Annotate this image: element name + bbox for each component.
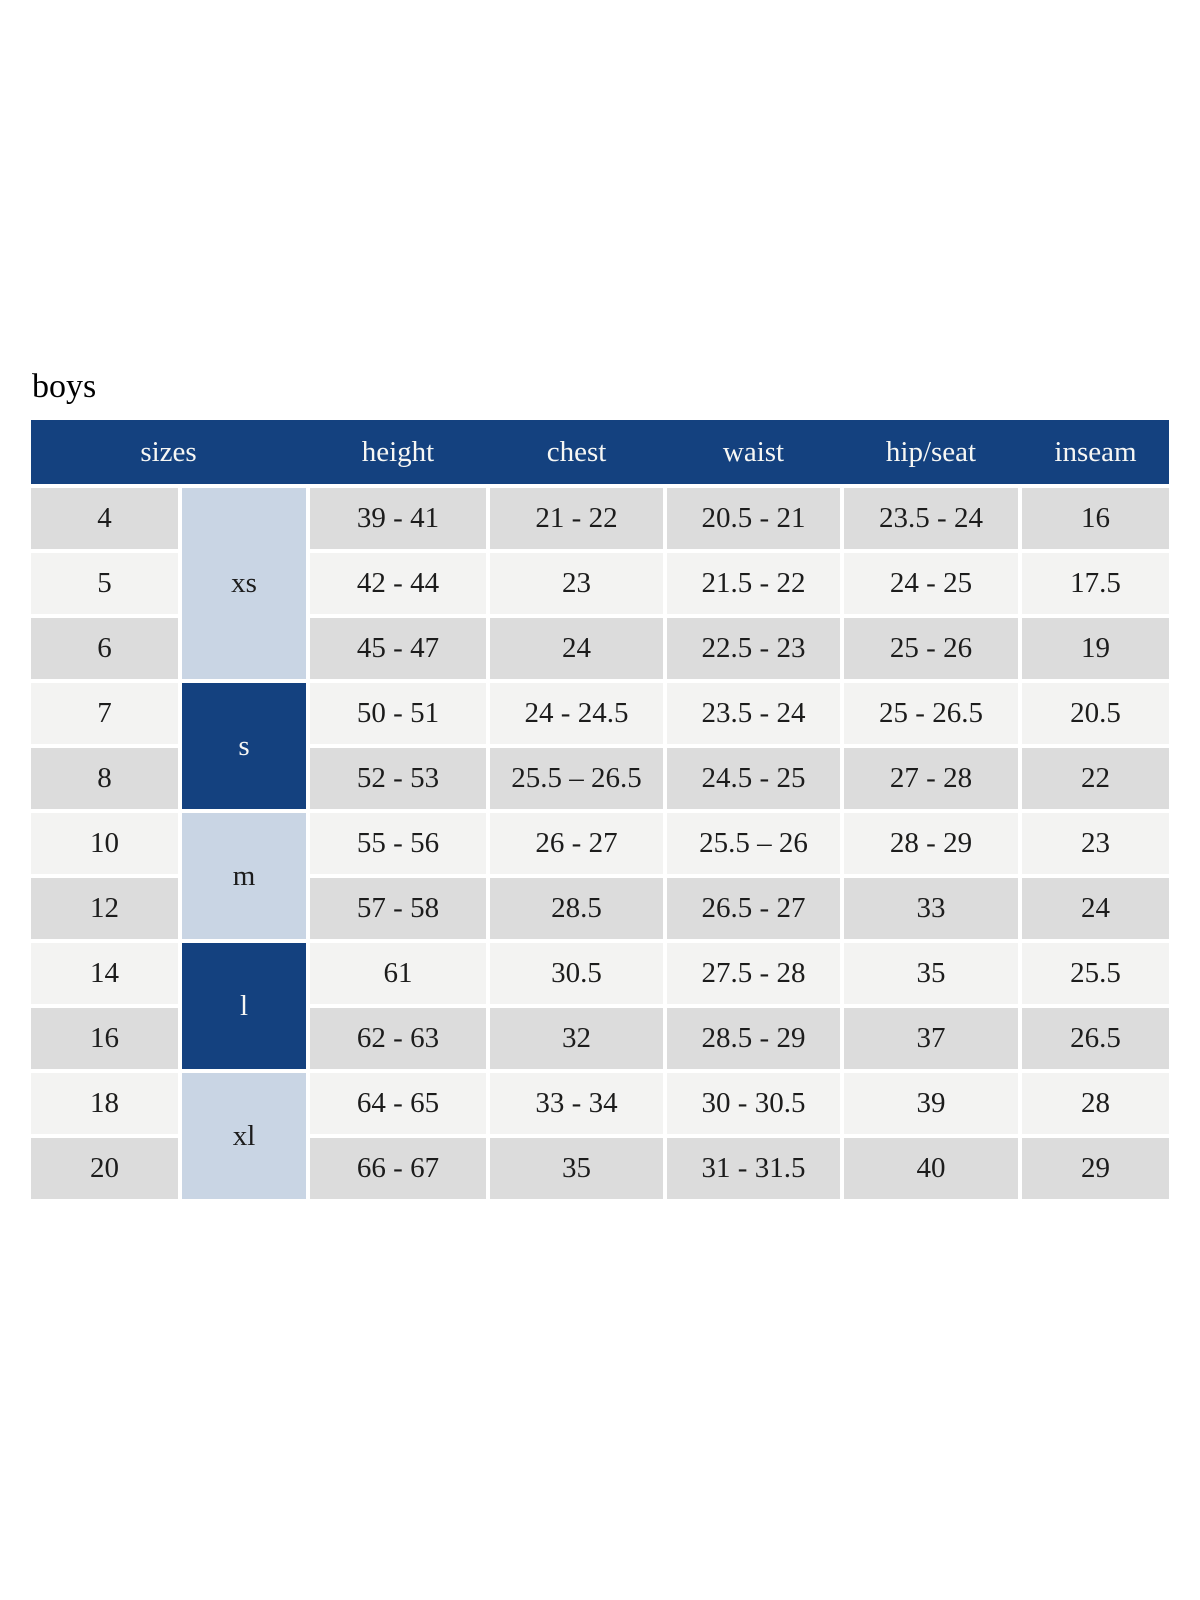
cell-hip-seat: 24 - 25 [844, 553, 1018, 614]
cell-inseam: 23 [1022, 813, 1169, 874]
cell-hip-seat: 23.5 - 24 [844, 488, 1018, 549]
cell-size: 20 [31, 1138, 178, 1199]
cell-height: 42 - 44 [310, 553, 486, 614]
cell-hip-seat: 28 - 29 [844, 813, 1018, 874]
cell-chest: 26 - 27 [490, 813, 663, 874]
cell-waist: 26.5 - 27 [667, 878, 840, 939]
cell-chest: 24 - 24.5 [490, 683, 663, 744]
cell-size: 6 [31, 618, 178, 679]
cell-waist: 20.5 - 21 [667, 488, 840, 549]
column-header-sizes: sizes [140, 435, 197, 468]
cell-height: 55 - 56 [310, 813, 486, 874]
cell-hip-seat: 37 [844, 1008, 1018, 1069]
cell-inseam: 25.5 [1022, 943, 1169, 1004]
cell-size: 16 [31, 1008, 178, 1069]
cell-chest: 33 - 34 [490, 1073, 663, 1134]
cell-hip-seat: 39 [844, 1073, 1018, 1134]
cell-hip-seat: 33 [844, 878, 1018, 939]
cell-size: 5 [31, 553, 178, 614]
cell-chest: 21 - 22 [490, 488, 663, 549]
cell-height: 62 - 63 [310, 1008, 486, 1069]
cell-height: 39 - 41 [310, 488, 486, 549]
cell-height: 66 - 67 [310, 1138, 486, 1199]
cell-inseam: 29 [1022, 1138, 1169, 1199]
cell-chest: 28.5 [490, 878, 663, 939]
cell-size: 10 [31, 813, 178, 874]
cell-height: 45 - 47 [310, 618, 486, 679]
cell-hip-seat: 35 [844, 943, 1018, 1004]
size-group-s: s [182, 683, 306, 809]
cell-chest: 32 [490, 1008, 663, 1069]
cell-hip-seat: 40 [844, 1138, 1018, 1199]
cell-size: 18 [31, 1073, 178, 1134]
cell-waist: 31 - 31.5 [667, 1138, 840, 1199]
cell-hip-seat: 27 - 28 [844, 748, 1018, 809]
size-chart-table: sizes height chest waist hip/seat inseam… [31, 420, 1169, 1199]
column-header-inseam: inseam [1054, 435, 1137, 468]
cell-chest: 25.5 – 26.5 [490, 748, 663, 809]
cell-waist: 24.5 - 25 [667, 748, 840, 809]
column-header-chest: chest [546, 435, 607, 468]
cell-size: 12 [31, 878, 178, 939]
cell-height: 64 - 65 [310, 1073, 486, 1134]
cell-height: 57 - 58 [310, 878, 486, 939]
cell-chest: 24 [490, 618, 663, 679]
cell-waist: 21.5 - 22 [667, 553, 840, 614]
cell-size: 7 [31, 683, 178, 744]
table-header-row: sizes height chest waist hip/seat inseam [31, 420, 1169, 484]
table-body: 4 xs 39 - 41 21 - 22 20.5 - 21 23.5 - 24… [31, 488, 1169, 1199]
cell-size: 8 [31, 748, 178, 809]
column-header-height: height [361, 435, 435, 468]
page-title: boys [32, 368, 97, 405]
cell-inseam: 17.5 [1022, 553, 1169, 614]
cell-inseam: 26.5 [1022, 1008, 1169, 1069]
cell-waist: 22.5 - 23 [667, 618, 840, 679]
cell-inseam: 22 [1022, 748, 1169, 809]
cell-height: 61 [310, 943, 486, 1004]
cell-height: 50 - 51 [310, 683, 486, 744]
size-group-xl: xl [182, 1073, 306, 1199]
cell-chest: 30.5 [490, 943, 663, 1004]
cell-inseam: 28 [1022, 1073, 1169, 1134]
page: boys sizes height chest waist hip/seat i… [31, 368, 1169, 1199]
size-group-l: l [182, 943, 306, 1069]
cell-height: 52 - 53 [310, 748, 486, 809]
cell-size: 14 [31, 943, 178, 1004]
cell-chest: 23 [490, 553, 663, 614]
cell-waist: 30 - 30.5 [667, 1073, 840, 1134]
cell-waist: 28.5 - 29 [667, 1008, 840, 1069]
column-header-waist: waist [722, 435, 785, 468]
cell-waist: 23.5 - 24 [667, 683, 840, 744]
column-header-hip-seat: hip/seat [885, 435, 977, 468]
cell-waist: 25.5 – 26 [667, 813, 840, 874]
cell-inseam: 24 [1022, 878, 1169, 939]
cell-inseam: 20.5 [1022, 683, 1169, 744]
cell-inseam: 19 [1022, 618, 1169, 679]
size-group-xs: xs [182, 488, 306, 679]
cell-inseam: 16 [1022, 488, 1169, 549]
cell-chest: 35 [490, 1138, 663, 1199]
cell-hip-seat: 25 - 26.5 [844, 683, 1018, 744]
size-group-m: m [182, 813, 306, 939]
cell-size: 4 [31, 488, 178, 549]
cell-waist: 27.5 - 28 [667, 943, 840, 1004]
cell-hip-seat: 25 - 26 [844, 618, 1018, 679]
